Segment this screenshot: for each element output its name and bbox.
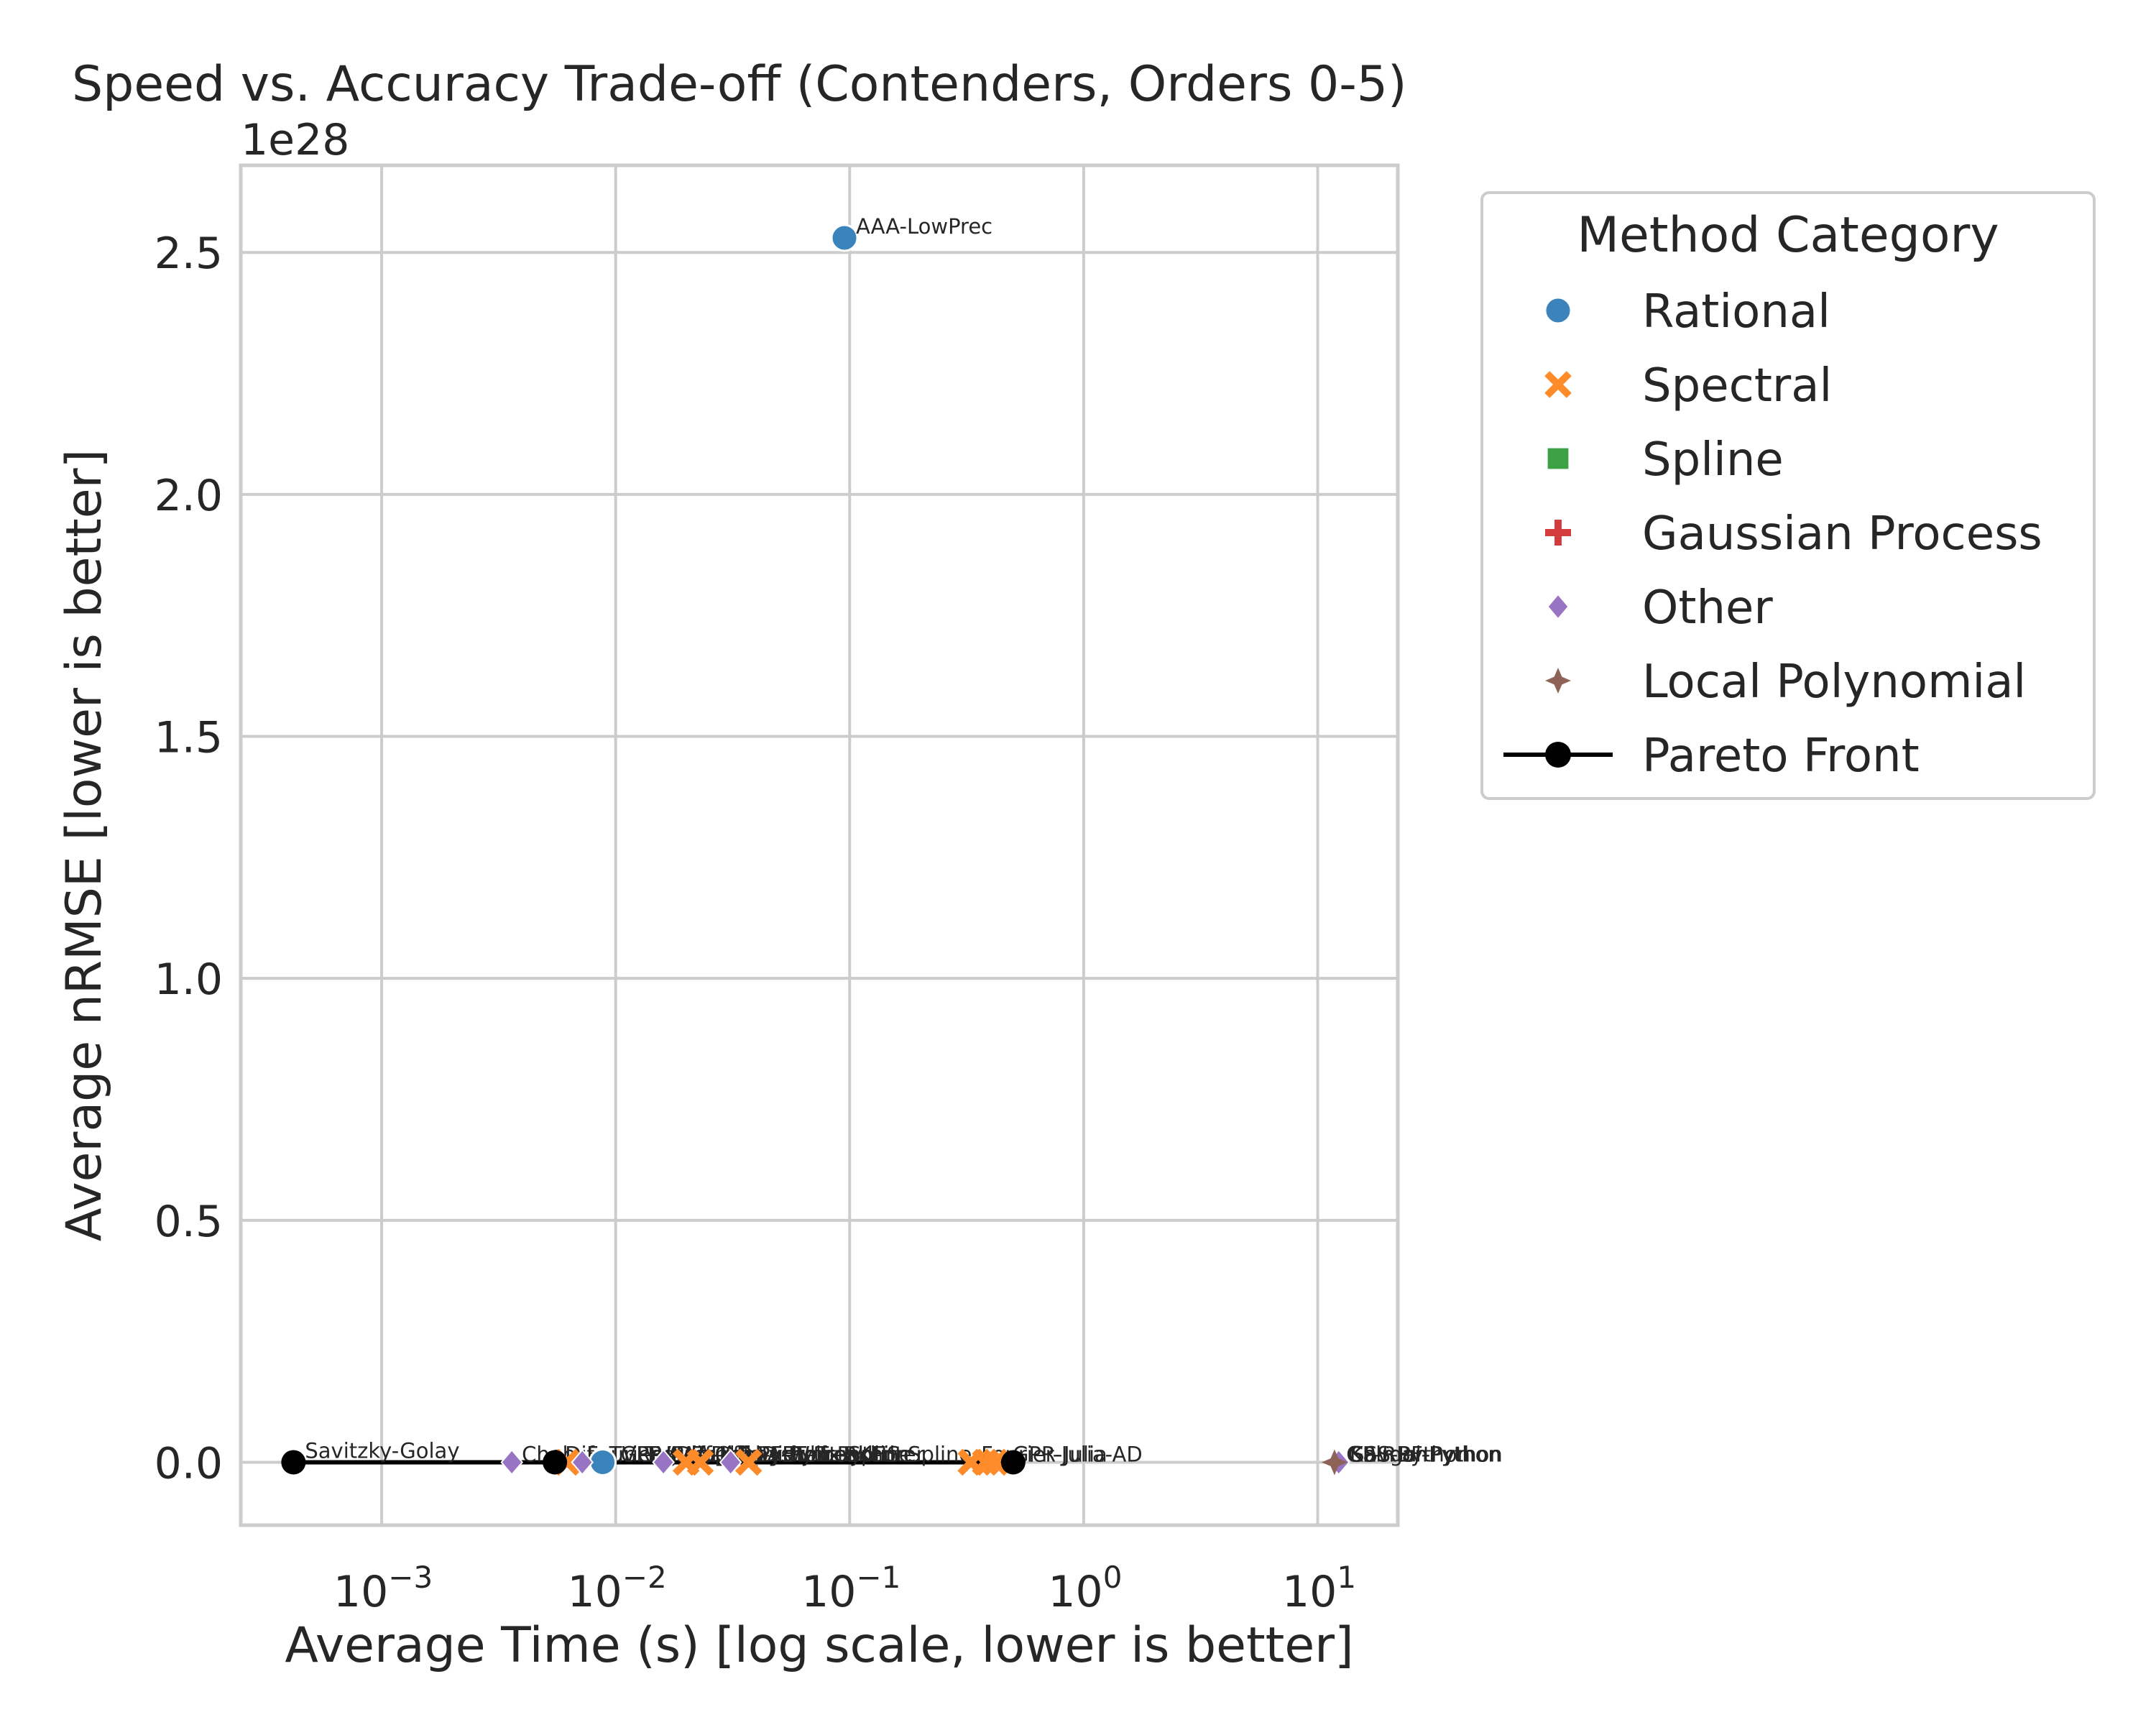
point-annotation-18: Kalman — [1350, 1442, 1428, 1466]
point-2-0 — [500, 1448, 524, 1476]
x-tick-label-4: 101 — [1282, 1560, 1356, 1617]
point-2-3 — [719, 1448, 742, 1476]
x-axis-label: Average Time (s) [log scale, lower is be… — [285, 1617, 1353, 1674]
point-3-0 — [1321, 1449, 1348, 1476]
point-4-0 — [281, 1450, 306, 1475]
legend-marker-5-shape — [1545, 668, 1571, 694]
grid — [241, 165, 1398, 1525]
legend-marker-2-shape — [1547, 448, 1569, 469]
point-1-3 — [734, 1448, 763, 1476]
legend-entries: Rational Spectral Spline Gaussian Process Ot… — [1503, 285, 2042, 783]
legend-marker-2 — [1547, 448, 1569, 469]
plot-frame — [239, 163, 1400, 1527]
point-2-0-shape — [500, 1448, 524, 1476]
point-annotation-13: RKHS-Spline — [843, 1442, 972, 1466]
legend-label-0: Rational — [1642, 285, 1830, 339]
point-4-1-shape — [543, 1450, 568, 1475]
point-label-0-0: AAA-LowPrec — [856, 214, 992, 239]
y-tick-label-2: 1.0 — [155, 954, 223, 1005]
legend-box — [1480, 191, 2096, 800]
plot-area — [241, 165, 1398, 1525]
legend-marker-4-shape — [1547, 593, 1570, 620]
legend-label-1: Spectral — [1642, 359, 1832, 413]
x-tick-label-3: 100 — [1048, 1560, 1122, 1617]
legend-label-5: Local Polynomial — [1642, 656, 2026, 709]
legend-marker-3-shape — [1545, 520, 1571, 546]
x-tick-label-2: 10−1 — [801, 1560, 900, 1617]
point-annotation-15: GPR-Julia — [1013, 1442, 1107, 1466]
legend: Method Category Rational Spectral Spline Ga… — [1480, 191, 2096, 800]
point-3-0-shape — [1321, 1449, 1348, 1476]
point-annotation-11: Whittaker — [789, 1442, 890, 1466]
point-1-6 — [982, 1448, 1010, 1476]
y-tick-label-0: 0.0 — [155, 1438, 223, 1489]
point-1-6-shape — [982, 1448, 1010, 1476]
point-annotation-12: TrendFilter — [815, 1442, 924, 1466]
y-tick-label-1: 0.5 — [155, 1197, 223, 1247]
point-1-3-shape — [734, 1448, 763, 1476]
point-annotation-10: Dierckx-Spline — [761, 1442, 911, 1466]
point-2-2-shape — [652, 1448, 675, 1476]
legend-label-4: Other — [1642, 581, 1773, 635]
x-tick-label-1: 10−2 — [568, 1560, 667, 1617]
point-annotation-19: Savgol-Python — [1351, 1442, 1501, 1466]
y-tick-label-5: 2.5 — [155, 229, 223, 279]
point-4-2-shape — [1000, 1450, 1026, 1475]
legend-marker-0-shape — [1544, 296, 1572, 325]
point-0-0-shape — [830, 224, 859, 252]
x-ticks: 10−3 10−2 10−1 100 101 — [333, 1560, 1356, 1617]
legend-marker-0 — [1544, 296, 1572, 325]
point-0-0 — [830, 224, 859, 252]
point-1-2-shape — [686, 1448, 714, 1476]
legend-label-2: Spline — [1642, 433, 1784, 487]
point-4-2 — [1000, 1450, 1026, 1475]
x-tick-label-0: 10−3 — [333, 1560, 433, 1617]
point-2-1 — [571, 1448, 594, 1476]
point-4-0-shape — [281, 1450, 306, 1475]
legend-title: Method Category — [1577, 207, 1999, 264]
legend-label-6: Pareto Front — [1642, 730, 1920, 783]
legend-marker-6-shape — [1545, 742, 1571, 768]
legend-marker-6 — [1545, 742, 1571, 768]
point-1-2 — [686, 1448, 714, 1476]
point-2-1-shape — [571, 1448, 594, 1476]
legend-marker-4 — [1547, 593, 1570, 620]
legend-marker-3 — [1545, 520, 1571, 546]
point-2-3-shape — [719, 1448, 742, 1476]
y-ticks: 0.0 0.5 1.0 1.5 2.0 2.5 — [155, 229, 223, 1489]
legend-label-3: Gaussian Process — [1642, 507, 2042, 561]
point-4-1 — [543, 1450, 568, 1475]
y-offset-label: 1e28 — [241, 115, 349, 165]
point-annotations: ChebDifFourier-InterpTVRegDiff-JuliaGPR-… — [522, 1442, 1503, 1466]
legend-marker-5 — [1545, 668, 1571, 694]
y-axis-label: Average nRMSE [lower is better] — [56, 449, 113, 1241]
y-tick-label-3: 1.5 — [155, 713, 223, 763]
data-points: AAA-LowPrec Savitzky-Golay — [281, 214, 1350, 1476]
point-annotation-17: GSS-Python — [1348, 1442, 1470, 1466]
chart-title: Speed vs. Accuracy Trade-off (Contenders… — [72, 56, 1407, 113]
point-2-2 — [652, 1448, 675, 1476]
legend-marker-1-shape — [1544, 371, 1572, 398]
point-annotation-16: GP-RBF-Python — [1346, 1442, 1503, 1466]
y-tick-label-4: 2.0 — [155, 471, 223, 521]
point-label-4-0: Savitzky-Golay — [305, 1438, 459, 1463]
legend-marker-1 — [1544, 371, 1572, 398]
